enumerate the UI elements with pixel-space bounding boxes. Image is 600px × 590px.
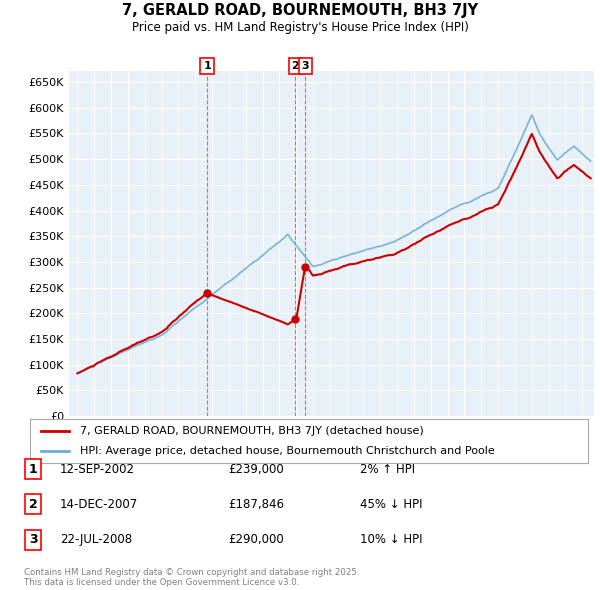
Text: 45% ↓ HPI: 45% ↓ HPI (360, 498, 422, 511)
Text: Contains HM Land Registry data © Crown copyright and database right 2025.
This d: Contains HM Land Registry data © Crown c… (24, 568, 359, 587)
Text: 14-DEC-2007: 14-DEC-2007 (60, 498, 138, 511)
Text: 3: 3 (29, 533, 37, 546)
Text: HPI: Average price, detached house, Bournemouth Christchurch and Poole: HPI: Average price, detached house, Bour… (80, 446, 495, 455)
Text: 2: 2 (29, 498, 37, 511)
Text: 2: 2 (292, 61, 299, 71)
Text: £290,000: £290,000 (228, 533, 284, 546)
Text: 12-SEP-2002: 12-SEP-2002 (60, 463, 135, 476)
Text: 10% ↓ HPI: 10% ↓ HPI (360, 533, 422, 546)
Text: Price paid vs. HM Land Registry's House Price Index (HPI): Price paid vs. HM Land Registry's House … (131, 21, 469, 34)
Text: 1: 1 (29, 463, 37, 476)
Text: 7, GERALD ROAD, BOURNEMOUTH, BH3 7JY (detached house): 7, GERALD ROAD, BOURNEMOUTH, BH3 7JY (de… (80, 427, 424, 436)
Text: 3: 3 (302, 61, 309, 71)
Text: 22-JUL-2008: 22-JUL-2008 (60, 533, 132, 546)
Text: 2% ↑ HPI: 2% ↑ HPI (360, 463, 415, 476)
Text: 1: 1 (203, 61, 211, 71)
Text: £187,846: £187,846 (228, 498, 284, 511)
Text: £239,000: £239,000 (228, 463, 284, 476)
Text: 7, GERALD ROAD, BOURNEMOUTH, BH3 7JY: 7, GERALD ROAD, BOURNEMOUTH, BH3 7JY (122, 3, 478, 18)
